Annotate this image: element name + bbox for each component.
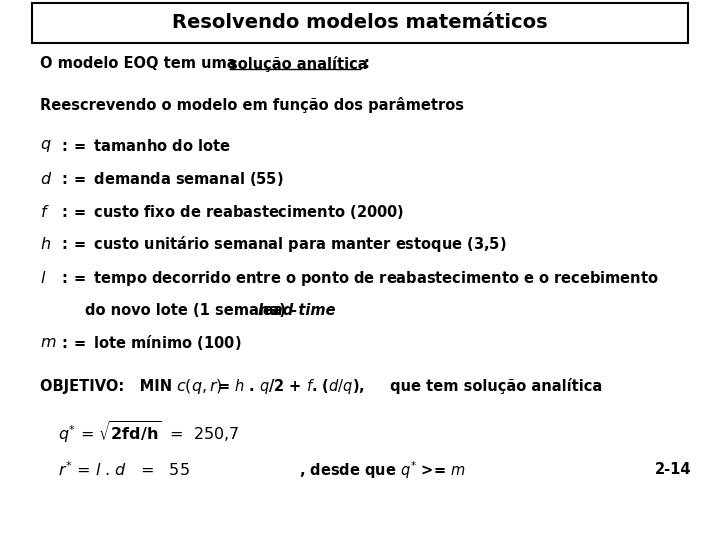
Text: do novo lote (1 semana) -: do novo lote (1 semana) -: [85, 303, 302, 318]
Text: $\mathbf{:=}$ tamanho do lote: $\mathbf{:=}$ tamanho do lote: [54, 138, 230, 154]
Text: $\mathbf{:=}$ tempo decorrido entre o ponto de reabastecimento e o recebimento: $\mathbf{:=}$ tempo decorrido entre o po…: [54, 268, 659, 288]
Text: $\mathbf{\mathit{l}}$: $\mathbf{\mathit{l}}$: [40, 270, 46, 286]
Text: OBJETIVO:   MIN: OBJETIVO: MIN: [40, 379, 177, 394]
Text: $\mathbf{\mathit{d}}$: $\mathbf{\mathit{d}}$: [40, 171, 52, 187]
Text: $\mathbf{\mathit{h}}$: $\mathbf{\mathit{h}}$: [40, 236, 50, 252]
Text: $\mathbf{\mathit{r^{*}}}$ = $\mathbf{\mathit{l}}$ . $\mathbf{\mathit{d}}$   =   : $\mathbf{\mathit{r^{*}}}$ = $\mathbf{\ma…: [58, 461, 189, 479]
Text: $\mathbf{\mathit{q^{*}}}$ = $\sqrt{\mathbf{2fd/h}}$  =  250,7: $\mathbf{\mathit{q^{*}}}$ = $\sqrt{\math…: [58, 419, 239, 445]
Text: Reescrevendo o modelo em função dos parâmetros: Reescrevendo o modelo em função dos parâ…: [40, 97, 464, 113]
Text: $\mathbf{:=}$ custo unitário semanal para manter estoque (3,5): $\mathbf{:=}$ custo unitário semanal par…: [54, 234, 507, 254]
Text: , desde que $\mathbf{\mathit{q^{*}}}$ >= $\mathbf{\mathit{m}}$: , desde que $\mathbf{\mathit{q^{*}}}$ >=…: [299, 459, 465, 481]
Text: O modelo EOQ tem uma: O modelo EOQ tem uma: [40, 56, 241, 71]
Text: Resolvendo modelos matemáticos: Resolvendo modelos matemáticos: [172, 13, 548, 32]
Text: lead time: lead time: [258, 303, 336, 318]
Text: $\mathbf{\mathit{m}}$: $\mathbf{\mathit{m}}$: [40, 335, 56, 350]
Text: $\mathbf{:=}$ demanda semanal (55): $\mathbf{:=}$ demanda semanal (55): [54, 170, 284, 188]
Text: $\mathbf{\mathit{q}}$: $\mathbf{\mathit{q}}$: [40, 138, 51, 154]
Text: = $\mathbf{\mathit{h}}$ . $\mathbf{\mathit{q}}$/2 + $\mathbf{\mathit{f}}$. ($\ma: = $\mathbf{\mathit{h}}$ . $\mathbf{\math…: [212, 376, 365, 396]
Text: $\mathbf{\mathit{c(q,r)}}$: $\mathbf{\mathit{c(q,r)}}$: [176, 376, 223, 396]
Text: $\mathbf{:=}$ lote mínimo (100): $\mathbf{:=}$ lote mínimo (100): [54, 333, 241, 353]
Text: solução analítica: solução analítica: [229, 56, 368, 72]
Text: que tem solução analítica: que tem solução analítica: [385, 378, 603, 394]
Text: $\mathbf{:=}$ custo fixo de reabastecimento (2000): $\mathbf{:=}$ custo fixo de reabastecime…: [54, 202, 404, 221]
Text: 2-14: 2-14: [655, 462, 692, 477]
FancyBboxPatch shape: [32, 3, 688, 43]
Text: :: :: [363, 56, 369, 71]
Text: $\mathbf{\mathit{f}}$: $\mathbf{\mathit{f}}$: [40, 204, 49, 220]
